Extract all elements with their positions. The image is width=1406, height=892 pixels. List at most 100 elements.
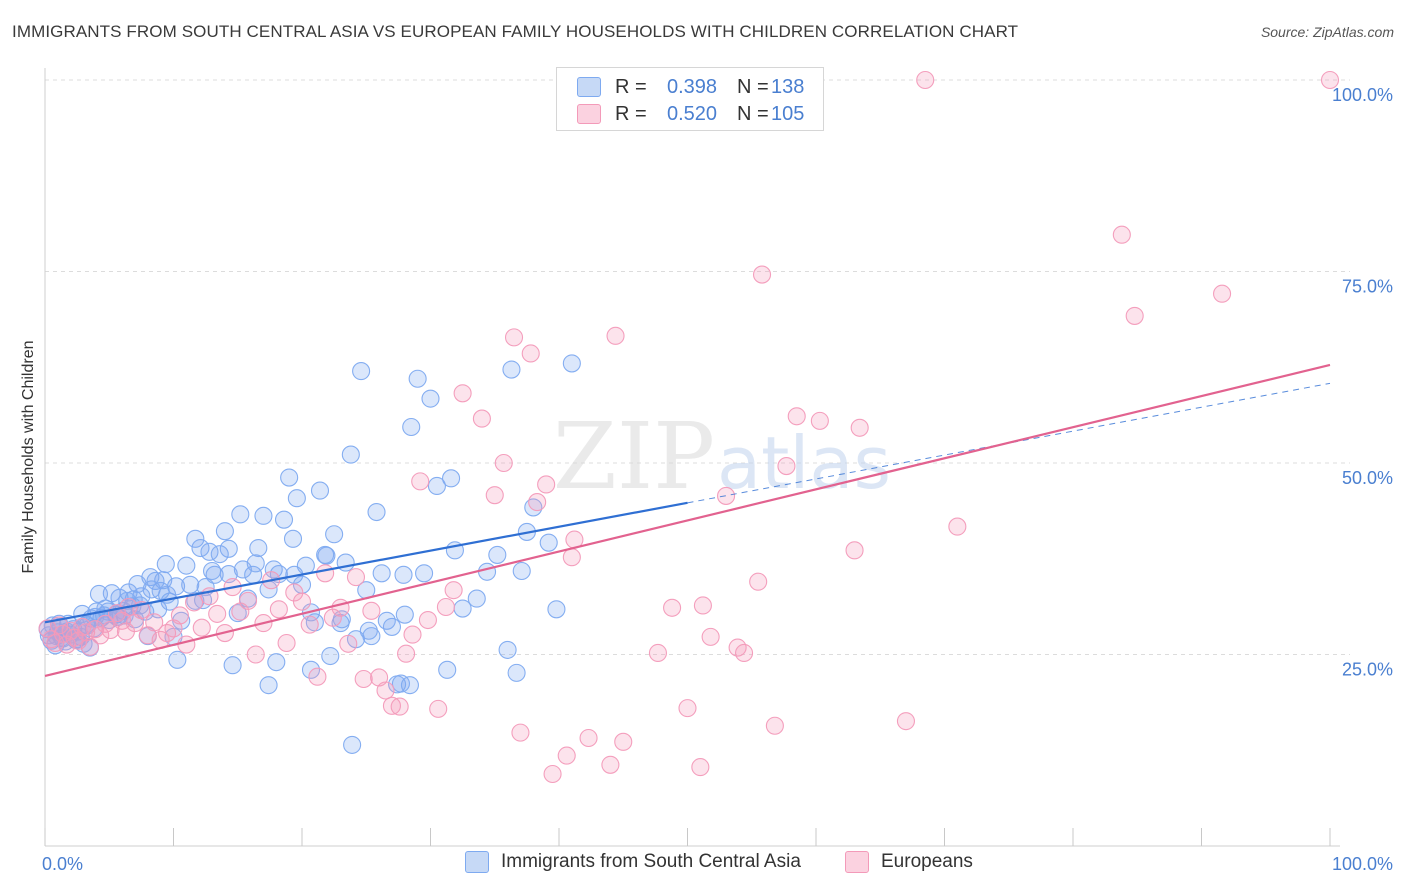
x-tick-label: 100.0% — [1332, 854, 1393, 874]
watermark: ZIP atlas — [553, 403, 891, 510]
data-point — [601, 755, 620, 774]
data-point — [415, 564, 434, 583]
data-point — [339, 634, 358, 653]
data-point — [283, 529, 303, 548]
data-point — [301, 660, 321, 679]
legend-swatch-immigrants — [465, 851, 489, 873]
data-point — [614, 732, 633, 751]
tick-labels: 25.0% 50.0% 75.0% 100.0% 0.0% 100.0% — [42, 85, 1393, 874]
legend-swatch-immigrants — [577, 77, 601, 97]
data-point — [181, 575, 200, 594]
data-point — [547, 600, 566, 619]
data-point — [208, 604, 227, 623]
data-point — [323, 608, 342, 627]
data-point — [231, 505, 250, 524]
data-point — [453, 599, 472, 618]
data-point — [442, 469, 461, 488]
data-point — [246, 554, 265, 573]
data-point — [391, 674, 410, 693]
y-tick-label: 25.0% — [1342, 660, 1393, 680]
legend-n-value: 105 — [771, 102, 805, 125]
legend-item-immigrants: Immigrants from South Central Asia — [465, 851, 801, 873]
data-point — [752, 265, 772, 284]
trend-line-immigrants — [44, 501, 688, 624]
data-point — [543, 764, 562, 784]
data-point — [845, 541, 864, 560]
data-point — [896, 712, 916, 731]
data-point — [512, 561, 531, 581]
axes — [44, 68, 1340, 847]
legend-n-label: N = — [737, 75, 769, 98]
y-tick-label: 75.0% — [1342, 277, 1393, 297]
data-point — [80, 637, 100, 656]
data-point — [436, 597, 455, 617]
data-point — [403, 625, 422, 644]
data-point — [317, 546, 336, 565]
legend-n-label: N = — [737, 102, 769, 125]
data-point — [701, 627, 720, 646]
data-point — [145, 613, 164, 632]
data-point — [400, 676, 419, 695]
data-point — [238, 591, 258, 610]
data-point — [331, 598, 350, 617]
x-tick-label: 0.0% — [42, 854, 83, 874]
data-point — [316, 545, 335, 564]
data-point — [507, 663, 526, 682]
data-point — [606, 326, 625, 345]
data-point — [504, 328, 524, 347]
legend-r-value: 0.398 — [667, 75, 718, 98]
data-point — [269, 600, 288, 619]
data-point — [716, 486, 736, 505]
data-point — [332, 610, 351, 629]
grid-lines — [45, 79, 1350, 655]
data-point — [1112, 225, 1131, 244]
y-tick-label: 50.0% — [1342, 468, 1393, 488]
data-point — [254, 506, 273, 525]
legend-swatch-europeans — [845, 851, 869, 873]
data-point — [418, 610, 437, 630]
data-point — [494, 453, 513, 473]
data-point — [693, 596, 712, 615]
data-point — [158, 624, 177, 643]
watermark-zip: ZIP — [553, 403, 715, 510]
data-point — [57, 635, 76, 654]
data-point — [341, 445, 360, 464]
data-point — [285, 583, 304, 602]
data-point — [191, 538, 210, 558]
data-point — [280, 468, 299, 487]
data-point — [521, 344, 540, 363]
legend-swatch-europeans — [577, 104, 601, 124]
data-point — [156, 555, 175, 574]
legend-label-europeans: Europeans — [881, 851, 973, 872]
data-point — [1125, 306, 1144, 325]
data-point — [850, 418, 869, 437]
data-point — [249, 538, 268, 558]
series-legend: Immigrants from South Central Asia Europ… — [0, 851, 1406, 877]
data-point — [467, 589, 486, 608]
data-point — [1320, 70, 1340, 90]
data-point — [382, 617, 402, 636]
data-point — [787, 407, 806, 426]
data-point — [472, 409, 491, 428]
legend-item-europeans: Europeans — [845, 851, 973, 873]
data-point — [316, 564, 335, 583]
data-point — [916, 70, 935, 90]
legend-r-value: 0.520 — [667, 102, 718, 125]
data-point — [321, 646, 340, 666]
data-point — [395, 605, 414, 624]
data-point — [362, 601, 381, 620]
data-point — [390, 697, 409, 716]
data-point — [394, 565, 413, 584]
data-point — [215, 522, 234, 541]
data-point — [488, 545, 507, 564]
data-point — [502, 360, 521, 379]
legend-row-immigrants: R = 0.398 N = 138 — [577, 75, 804, 99]
data-point — [562, 354, 581, 373]
legend-r-label: R = — [615, 75, 647, 98]
data-point — [402, 417, 421, 437]
data-point — [146, 571, 165, 591]
data-point — [810, 411, 829, 430]
data-point — [223, 656, 242, 675]
data-point — [948, 517, 967, 536]
data-point — [186, 529, 205, 548]
